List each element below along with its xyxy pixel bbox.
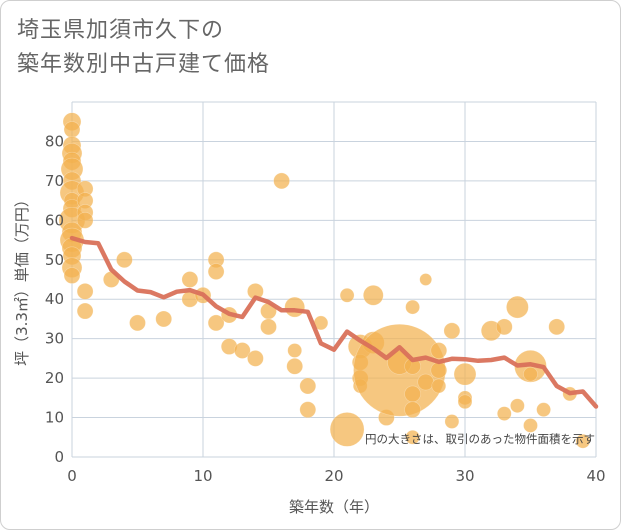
y-axis-label: 坪（3.3㎡）単価（万円） xyxy=(13,192,31,366)
data-bubble xyxy=(63,121,81,138)
data-bubble xyxy=(457,394,473,410)
data-bubble xyxy=(181,271,199,288)
data-bubble xyxy=(287,343,303,358)
x-tick-label: 40 xyxy=(586,467,605,485)
size-note: 円の大きさは、取引のあった物件面積を示す xyxy=(365,432,595,446)
y-tick-label: 0 xyxy=(54,448,64,466)
data-bubble xyxy=(523,418,538,433)
data-bubble xyxy=(405,299,420,315)
data-bubble xyxy=(76,283,94,300)
y-tick-label: 40 xyxy=(45,290,64,308)
data-bubble xyxy=(496,406,512,421)
y-tick-label: 20 xyxy=(45,369,64,387)
tick-labels: 0 10 20 30 40 0 10 20 30 40 50 60 70 80 xyxy=(45,132,606,485)
data-bubble xyxy=(495,318,513,336)
data-bubble xyxy=(76,212,94,229)
data-bubble xyxy=(284,296,306,318)
data-bubble xyxy=(575,433,591,449)
data-bubble xyxy=(404,401,421,418)
chart-title: 埼玉県加須市久下の 築年数別中古戸建て価格 xyxy=(17,14,270,82)
data-bubble xyxy=(234,342,251,359)
x-tick-label: 10 xyxy=(193,467,212,485)
data-bubble xyxy=(247,350,264,367)
x-axis-label: 築年数（年） xyxy=(289,498,379,516)
data-bubble xyxy=(430,361,448,379)
data-bubble xyxy=(430,342,448,359)
data-bubble xyxy=(453,362,477,386)
x-tick-label: 0 xyxy=(67,467,77,485)
data-bubble xyxy=(548,318,566,336)
data-bubble xyxy=(417,373,435,391)
trend-series xyxy=(69,235,599,409)
data-bubble xyxy=(404,385,421,403)
data-bubble xyxy=(339,287,355,303)
y-tick-label: 30 xyxy=(45,330,64,348)
y-tick-label: 50 xyxy=(45,251,64,269)
data-bubble xyxy=(443,322,461,340)
data-bubble xyxy=(63,267,81,284)
data-bubble xyxy=(506,295,529,319)
data-bubble xyxy=(76,302,94,320)
data-bubble xyxy=(405,429,420,445)
data-bubble xyxy=(536,402,551,417)
bubble-series xyxy=(58,112,591,449)
y-tick-label: 80 xyxy=(45,132,64,150)
chart-title-line1: 埼玉県加須市久下の xyxy=(17,18,225,43)
data-bubble xyxy=(299,401,317,418)
data-bubble xyxy=(510,398,525,414)
data-bubble xyxy=(273,172,290,190)
y-tick-label: 10 xyxy=(45,409,64,427)
data-bubble xyxy=(155,310,172,328)
data-bubble xyxy=(419,273,433,286)
data-bubble xyxy=(362,284,384,306)
data-bubble xyxy=(129,314,146,332)
data-bubble xyxy=(444,414,460,429)
chart-title-line2: 築年数別中古戸建て価格 xyxy=(17,52,271,77)
data-bubble xyxy=(523,366,538,382)
data-bubble xyxy=(260,318,277,336)
x-tick-label: 30 xyxy=(455,467,474,485)
data-bubble xyxy=(431,378,447,394)
data-bubble xyxy=(286,357,304,375)
y-tick-label: 60 xyxy=(45,211,64,229)
y-tick-label: 70 xyxy=(45,172,64,190)
data-bubble xyxy=(116,251,133,269)
data-bubble xyxy=(207,263,225,280)
data-bubble xyxy=(329,412,365,447)
data-bubble xyxy=(207,314,225,332)
data-bubble xyxy=(299,377,317,395)
x-tick-label: 20 xyxy=(324,467,343,485)
trend-line xyxy=(69,235,599,409)
